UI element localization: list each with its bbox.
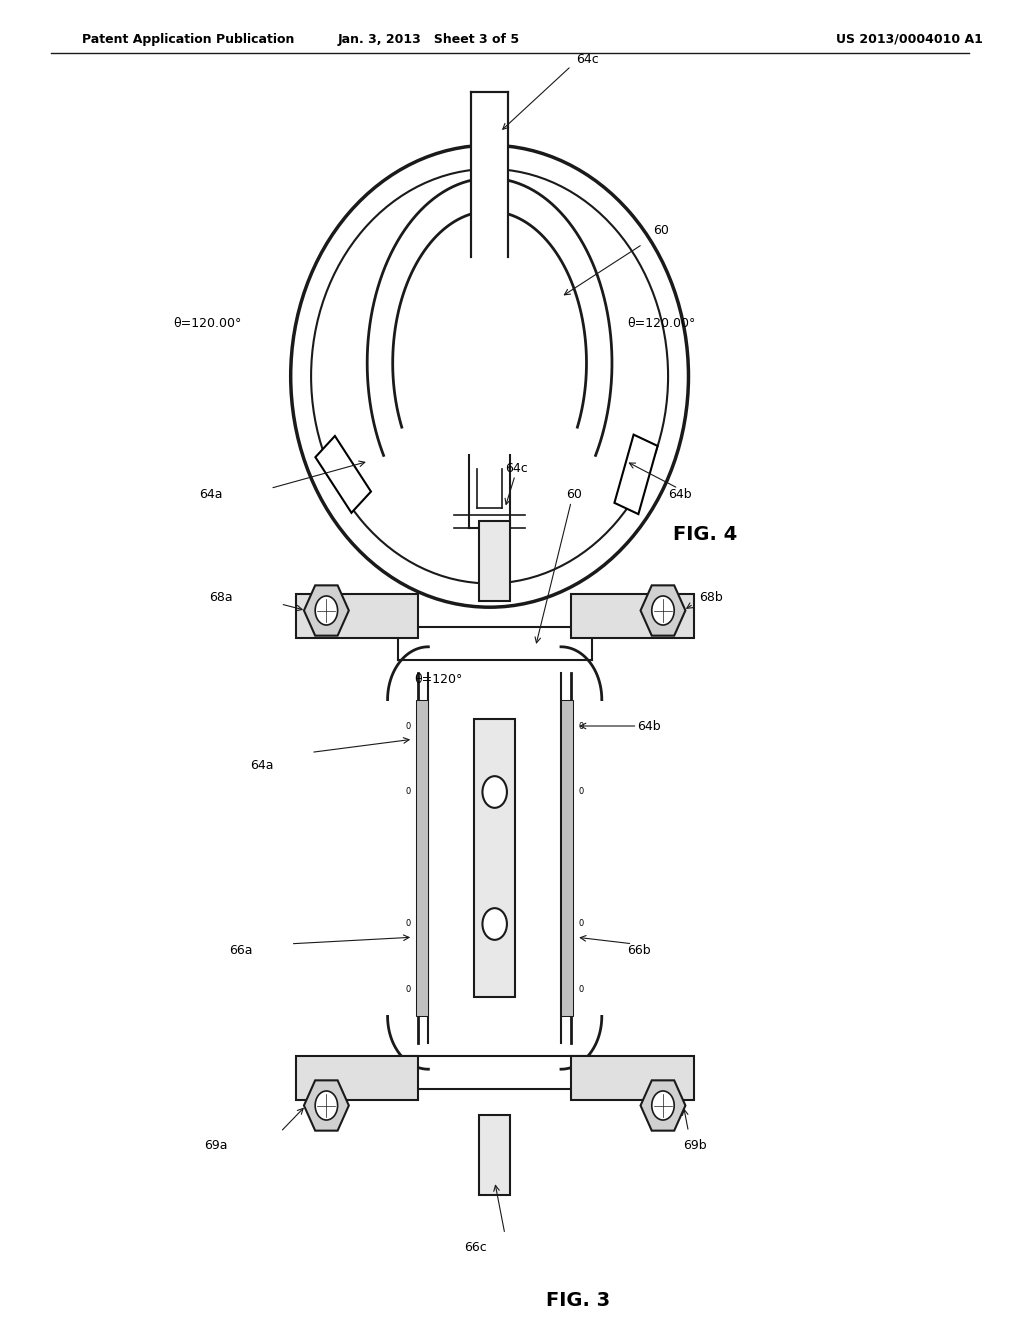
Text: 68a: 68a	[209, 591, 232, 603]
Text: 0: 0	[406, 788, 411, 796]
Text: Patent Application Publication: Patent Application Publication	[82, 33, 294, 46]
Bar	[296, 1056, 418, 1100]
Ellipse shape	[291, 145, 688, 607]
Text: 64b: 64b	[668, 488, 691, 502]
Circle shape	[651, 1090, 674, 1119]
Circle shape	[315, 597, 338, 626]
Text: 64b: 64b	[638, 719, 662, 733]
Text: θ=120°: θ=120°	[415, 673, 463, 686]
Bar	[479, 1115, 510, 1195]
Text: 0: 0	[579, 920, 584, 928]
Text: Jan. 3, 2013   Sheet 3 of 5: Jan. 3, 2013 Sheet 3 of 5	[337, 33, 519, 46]
Text: 60: 60	[652, 224, 669, 238]
Text: FIG. 3: FIG. 3	[546, 1291, 610, 1309]
Polygon shape	[304, 585, 349, 636]
Bar	[471, 92, 508, 257]
Circle shape	[482, 776, 507, 808]
Text: 64c: 64c	[505, 462, 527, 475]
Text: 0: 0	[406, 920, 411, 928]
Text: 0: 0	[579, 788, 584, 796]
Text: 66c: 66c	[464, 1241, 486, 1254]
Text: 60: 60	[566, 488, 582, 502]
Text: US 2013/0004010 A1: US 2013/0004010 A1	[837, 33, 983, 46]
Bar	[416, 700, 428, 1016]
Text: 64c: 64c	[577, 53, 599, 66]
Circle shape	[651, 597, 674, 626]
Text: 66a: 66a	[229, 944, 253, 957]
Bar	[474, 719, 515, 997]
Text: 66b: 66b	[628, 944, 651, 957]
Bar	[561, 700, 573, 1016]
Polygon shape	[315, 436, 371, 512]
Bar	[571, 1056, 693, 1100]
Text: 0: 0	[579, 722, 584, 730]
Bar	[479, 521, 510, 601]
Polygon shape	[641, 1080, 685, 1131]
Text: 64a: 64a	[199, 488, 222, 502]
Circle shape	[482, 908, 507, 940]
Polygon shape	[304, 1080, 349, 1131]
Text: θ=120.00°: θ=120.00°	[173, 317, 242, 330]
Polygon shape	[641, 585, 685, 636]
Text: 69b: 69b	[683, 1139, 707, 1151]
Text: 68b: 68b	[698, 591, 722, 603]
Text: θ=120.00°: θ=120.00°	[628, 317, 695, 330]
Text: 69a: 69a	[204, 1139, 227, 1151]
Bar	[296, 594, 418, 638]
Text: 64a: 64a	[250, 759, 273, 772]
Text: 0: 0	[579, 986, 584, 994]
Text: 0: 0	[406, 986, 411, 994]
Polygon shape	[614, 434, 657, 513]
Text: 0: 0	[406, 722, 411, 730]
Circle shape	[315, 1090, 338, 1119]
Text: FIG. 4: FIG. 4	[673, 525, 737, 544]
Bar	[571, 594, 693, 638]
